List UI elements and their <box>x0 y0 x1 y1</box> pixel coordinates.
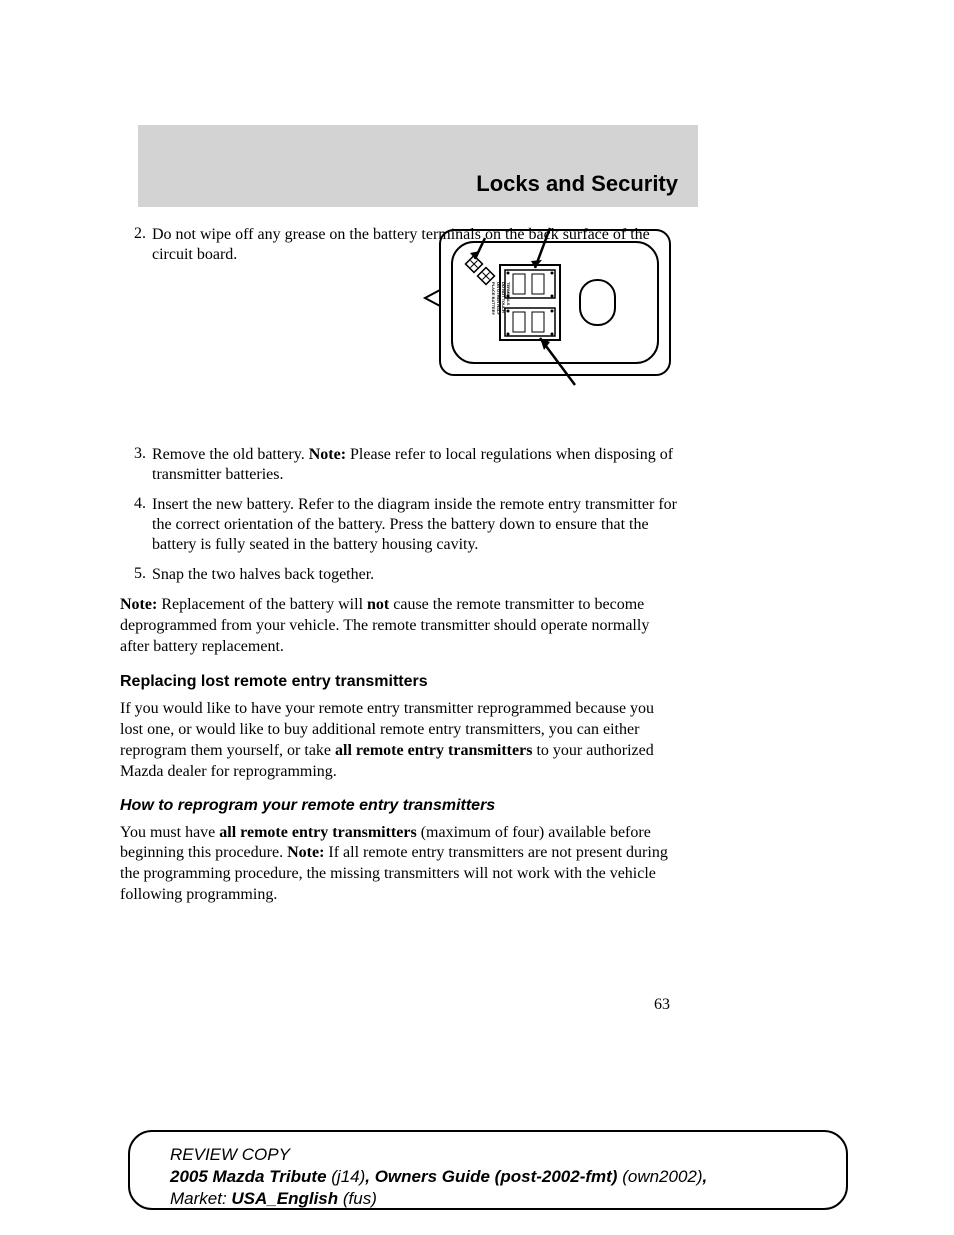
diagram-label-2: ON OTHER HALF <box>496 282 501 315</box>
step-number: 4. <box>120 495 152 513</box>
f2-b3: , <box>703 1167 708 1186</box>
replacing-transmitters-heading: Replacing lost remote entry transmitters <box>120 673 680 691</box>
reprogram-heading: How to reprogram your remote entry trans… <box>120 797 680 815</box>
note-label: Note: <box>309 446 346 463</box>
f2-b2: , Owners Guide (post-2002-fmt) <box>365 1167 622 1186</box>
reprogram-paragraph: You must have all remote entry transmitt… <box>120 823 680 906</box>
section-title: Locks and Security <box>476 171 678 197</box>
step-number: 3. <box>120 445 152 463</box>
step-text: Snap the two halves back together. <box>152 565 680 585</box>
step-text: Remove the old battery. Note: Please ref… <box>152 445 680 485</box>
step-5: 5. Snap the two halves back together. <box>120 565 680 585</box>
diagram-label-4: TERMINALS <box>506 282 511 306</box>
replacing-transmitters-paragraph: If you would like to have your remote en… <box>120 699 680 782</box>
f3-pre: Market: <box>170 1189 231 1208</box>
circuit-board-diagram: PLACE BATTERY ON OTHER HALF DO NOT TOUCH… <box>420 220 680 390</box>
note-label: Note: <box>120 596 157 613</box>
step-3: 3. Remove the old battery. Note: Please … <box>120 445 680 485</box>
s2-pre: You must have <box>120 824 219 841</box>
note-bold: not <box>367 596 389 613</box>
footer-line-2: 2005 Mazda Tribute (j14), Owners Guide (… <box>170 1166 806 1188</box>
s1-bold: all remote entry transmitters <box>335 742 532 759</box>
footer-line-1: REVIEW COPY <box>170 1144 806 1166</box>
page-number: 63 <box>120 996 680 1014</box>
note-pre: Replacement of the battery will <box>157 596 367 613</box>
page-content: 2. Do not wipe off any grease on the bat… <box>120 225 680 1014</box>
step3-prefix: Remove the old battery. <box>152 446 309 463</box>
f3-bold: USA_English <box>231 1189 342 1208</box>
f2-i2: (own2002) <box>622 1167 702 1186</box>
s2-note-label: Note: <box>287 844 324 861</box>
section-header: Locks and Security <box>138 125 698 207</box>
f2-i1: (j14) <box>331 1167 365 1186</box>
step-2: 2. Do not wipe off any grease on the bat… <box>120 225 680 265</box>
diagram-label-3: DO NOT TOUCH <box>501 282 506 313</box>
step-number: 5. <box>120 565 152 583</box>
step-text: Insert the new battery. Refer to the dia… <box>152 495 680 555</box>
footer-line-3: Market: USA_English (fus) <box>170 1188 806 1210</box>
f2-b1: 2005 Mazda Tribute <box>170 1167 331 1186</box>
note-paragraph: Note: Replacement of the battery will no… <box>120 595 680 657</box>
step-4: 4. Insert the new battery. Refer to the … <box>120 495 680 555</box>
s2-bold: all remote entry transmitters <box>219 824 416 841</box>
f3-post: (fus) <box>343 1189 377 1208</box>
step-number: 2. <box>120 225 152 243</box>
footer-box: REVIEW COPY 2005 Mazda Tribute (j14), Ow… <box>128 1130 848 1210</box>
diagram-label-1: PLACE BATTERY <box>491 282 496 315</box>
